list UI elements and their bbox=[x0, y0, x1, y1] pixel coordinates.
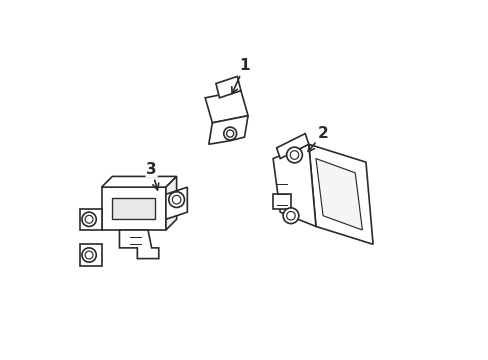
Polygon shape bbox=[165, 176, 176, 230]
Circle shape bbox=[224, 127, 236, 140]
Polygon shape bbox=[276, 134, 308, 158]
Circle shape bbox=[286, 147, 302, 163]
Polygon shape bbox=[112, 198, 155, 219]
Polygon shape bbox=[272, 194, 290, 208]
Circle shape bbox=[290, 151, 298, 159]
Circle shape bbox=[283, 208, 298, 224]
Polygon shape bbox=[165, 187, 187, 219]
Circle shape bbox=[286, 211, 295, 220]
Text: 1: 1 bbox=[231, 58, 249, 94]
Polygon shape bbox=[205, 91, 247, 123]
Polygon shape bbox=[216, 76, 241, 98]
Text: 3: 3 bbox=[146, 162, 159, 190]
Circle shape bbox=[82, 248, 96, 262]
Circle shape bbox=[85, 215, 93, 223]
Circle shape bbox=[82, 212, 96, 226]
Circle shape bbox=[85, 251, 93, 259]
Polygon shape bbox=[272, 144, 315, 226]
Circle shape bbox=[168, 192, 184, 207]
Polygon shape bbox=[208, 116, 247, 144]
Polygon shape bbox=[102, 187, 165, 230]
Polygon shape bbox=[315, 158, 362, 230]
Polygon shape bbox=[119, 230, 159, 258]
Polygon shape bbox=[80, 208, 102, 230]
Circle shape bbox=[226, 130, 233, 137]
Circle shape bbox=[172, 195, 181, 204]
Polygon shape bbox=[308, 144, 372, 244]
Text: 2: 2 bbox=[307, 126, 328, 152]
Polygon shape bbox=[80, 244, 102, 266]
Polygon shape bbox=[102, 176, 176, 187]
